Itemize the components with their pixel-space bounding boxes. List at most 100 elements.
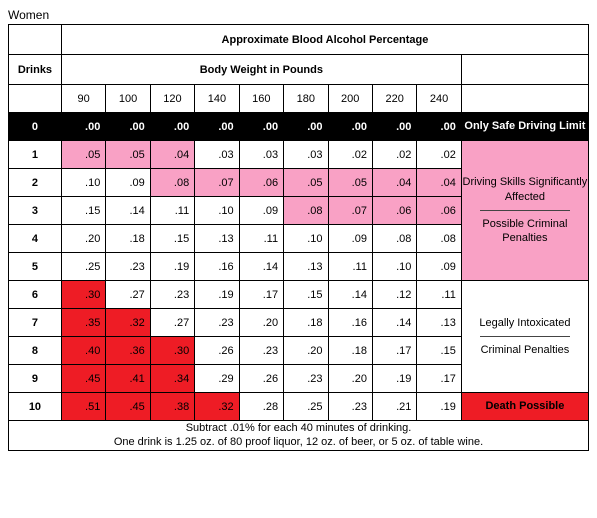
bac-cell: .02 — [372, 141, 416, 169]
bac-cell: .04 — [372, 169, 416, 197]
bac-cell: .17 — [372, 337, 416, 365]
weight-cell: 160 — [239, 85, 283, 113]
bac-cell: .00 — [150, 113, 194, 141]
bac-cell: .27 — [150, 309, 194, 337]
bac-cell: .00 — [195, 113, 239, 141]
bac-cell: .10 — [61, 169, 105, 197]
drinks-cell: 1 — [9, 141, 62, 169]
bac-cell: .23 — [284, 365, 328, 393]
bac-cell: .32 — [106, 309, 150, 337]
bac-cell: .23 — [328, 393, 372, 421]
weight-cell: 140 — [195, 85, 239, 113]
bac-cell: .15 — [417, 337, 461, 365]
weight-header: Body Weight in Pounds — [61, 55, 461, 85]
bac-cell: .03 — [195, 141, 239, 169]
bac-cell: .29 — [195, 365, 239, 393]
bac-cell: .02 — [417, 141, 461, 169]
bac-cell: .10 — [372, 253, 416, 281]
bac-cell: .08 — [150, 169, 194, 197]
bac-cell: .10 — [195, 197, 239, 225]
bac-cell: .19 — [195, 281, 239, 309]
footnote-line2: One drink is 1.25 oz. of 80 proof liquor… — [114, 436, 483, 448]
bac-cell: .40 — [61, 337, 105, 365]
footnote: Subtract .01% for each 40 minutes of dri… — [9, 421, 589, 451]
bac-cell: .20 — [239, 309, 283, 337]
bac-cell: .19 — [372, 365, 416, 393]
bac-cell: .13 — [284, 253, 328, 281]
bac-cell: .14 — [106, 197, 150, 225]
bac-cell: .11 — [239, 225, 283, 253]
bac-cell: .45 — [61, 365, 105, 393]
drinks-cell: 6 — [9, 281, 62, 309]
bac-cell: .09 — [106, 169, 150, 197]
bac-cell: .05 — [328, 169, 372, 197]
bac-cell: .28 — [239, 393, 283, 421]
drinks-cell: 0 — [9, 113, 62, 141]
bac-cell: .14 — [372, 309, 416, 337]
bac-cell: .14 — [239, 253, 283, 281]
bac-cell: .06 — [417, 197, 461, 225]
bac-cell: .09 — [239, 197, 283, 225]
bac-cell: .26 — [195, 337, 239, 365]
bac-cell: .00 — [106, 113, 150, 141]
bac-cell: .08 — [284, 197, 328, 225]
bac-cell: .20 — [284, 337, 328, 365]
bac-cell: .27 — [106, 281, 150, 309]
weight-cell: 220 — [372, 85, 416, 113]
bac-cell: .00 — [239, 113, 283, 141]
bac-cell: .20 — [61, 225, 105, 253]
weight-cell: 180 — [284, 85, 328, 113]
drinks-cell: 10 — [9, 393, 62, 421]
bac-cell: .20 — [328, 365, 372, 393]
bac-cell: .09 — [328, 225, 372, 253]
bac-cell: .17 — [239, 281, 283, 309]
bac-cell: .18 — [328, 337, 372, 365]
bac-cell: .23 — [106, 253, 150, 281]
bac-cell: .15 — [284, 281, 328, 309]
bac-cell: .26 — [239, 365, 283, 393]
bac-table: Approximate Blood Alcohol Percentage Dri… — [8, 24, 589, 451]
bac-cell: .19 — [417, 393, 461, 421]
bac-cell: .25 — [284, 393, 328, 421]
bac-cell: .15 — [61, 197, 105, 225]
weight-row: 90 100 120 140 160 180 200 220 240 — [9, 85, 589, 113]
bac-cell: .12 — [372, 281, 416, 309]
annotation-impaired: Driving Skills Significantly AffectedPos… — [461, 141, 588, 281]
chart-title: Women — [8, 8, 589, 22]
weight-cell: 240 — [417, 85, 461, 113]
bac-cell: .30 — [150, 337, 194, 365]
drinks-header: Drinks — [9, 55, 62, 85]
bac-cell: .07 — [195, 169, 239, 197]
bac-cell: .11 — [417, 281, 461, 309]
bac-cell: .32 — [195, 393, 239, 421]
bac-cell: .13 — [195, 225, 239, 253]
bac-cell: .18 — [284, 309, 328, 337]
bac-cell: .08 — [372, 225, 416, 253]
bac-cell: .21 — [372, 393, 416, 421]
bac-cell: .19 — [150, 253, 194, 281]
bac-cell: .45 — [106, 393, 150, 421]
bac-cell: .06 — [372, 197, 416, 225]
bac-cell: .00 — [61, 113, 105, 141]
bac-cell: .51 — [61, 393, 105, 421]
bac-cell: .05 — [61, 141, 105, 169]
bac-cell: .04 — [417, 169, 461, 197]
annotation-safe: Only Safe Driving Limit — [461, 113, 588, 141]
bac-cell: .41 — [106, 365, 150, 393]
bac-cell: .05 — [284, 169, 328, 197]
drinks-cell: 5 — [9, 253, 62, 281]
bac-cell: .11 — [328, 253, 372, 281]
bac-cell: .03 — [239, 141, 283, 169]
bac-cell: .08 — [417, 225, 461, 253]
bac-cell: .04 — [150, 141, 194, 169]
bac-cell: .13 — [417, 309, 461, 337]
bac-cell: .09 — [417, 253, 461, 281]
bac-cell: .14 — [328, 281, 372, 309]
bac-cell: .00 — [417, 113, 461, 141]
bac-cell: .23 — [195, 309, 239, 337]
bac-cell: .15 — [150, 225, 194, 253]
drinks-cell: 3 — [9, 197, 62, 225]
bac-cell: .00 — [372, 113, 416, 141]
bac-cell: .00 — [328, 113, 372, 141]
bac-cell: .25 — [61, 253, 105, 281]
